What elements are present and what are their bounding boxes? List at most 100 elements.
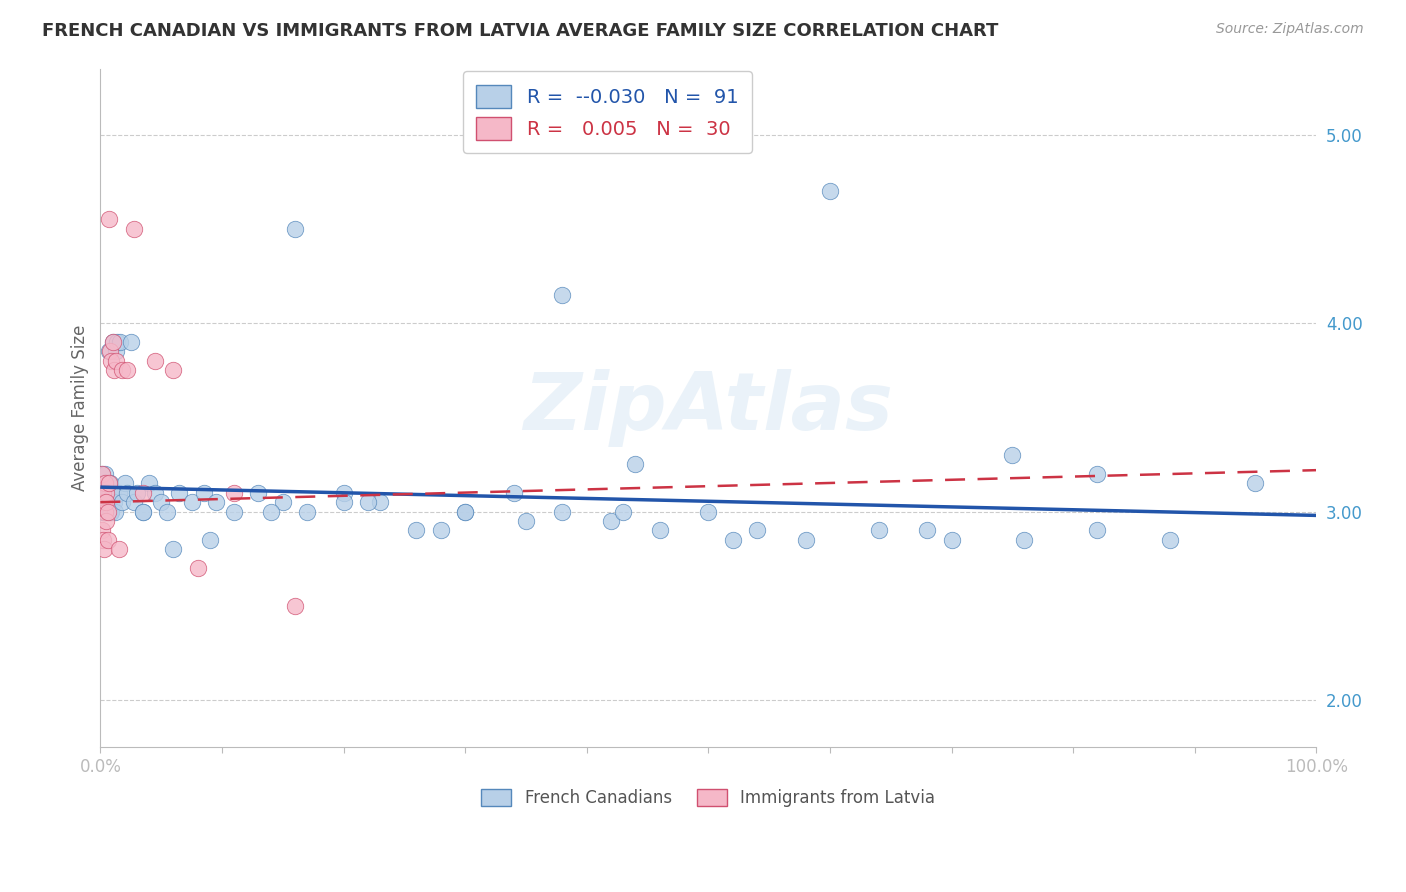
Point [187, 561, 209, 575]
Point [93, 476, 115, 491]
Point [94, 485, 117, 500]
Point [454, 505, 477, 519]
Point [98, 476, 121, 491]
Point [97, 212, 120, 227]
Point [98, 344, 121, 359]
Point [430, 524, 453, 538]
Point [515, 514, 537, 528]
Point [125, 485, 148, 500]
Point [284, 599, 307, 613]
Point [205, 495, 228, 509]
Point [224, 485, 246, 500]
Point [96, 495, 118, 509]
Point [1244, 476, 1267, 491]
Point [156, 505, 179, 519]
Point [107, 485, 129, 500]
Point [259, 505, 281, 519]
Point [94, 467, 117, 481]
Point [332, 485, 354, 500]
Point [150, 495, 173, 509]
Point [97, 344, 120, 359]
Point [105, 334, 128, 349]
Point [193, 485, 215, 500]
Point [721, 533, 744, 547]
Point [271, 495, 294, 509]
Point [697, 505, 720, 519]
Point [745, 524, 768, 538]
Point [332, 495, 354, 509]
Point [132, 485, 155, 500]
Point [1159, 533, 1181, 547]
Point [93, 485, 115, 500]
Point [198, 533, 221, 547]
Point [90, 485, 112, 500]
Text: ZipAtlas: ZipAtlas [523, 369, 893, 447]
Point [1087, 467, 1109, 481]
Point [648, 524, 671, 538]
Point [98, 505, 121, 519]
Point [93, 495, 115, 509]
Point [868, 524, 890, 538]
Point [143, 485, 166, 500]
Point [111, 363, 134, 377]
Point [162, 542, 184, 557]
Point [91, 495, 114, 509]
Point [108, 334, 131, 349]
Point [143, 353, 166, 368]
Point [100, 505, 122, 519]
Point [96, 485, 118, 500]
Point [132, 505, 155, 519]
Point [169, 485, 191, 500]
Legend: French Canadians, Immigrants from Latvia: French Canadians, Immigrants from Latvia [475, 782, 942, 814]
Point [97, 533, 120, 547]
Text: Source: ZipAtlas.com: Source: ZipAtlas.com [1216, 22, 1364, 37]
Point [103, 363, 125, 377]
Point [91, 505, 114, 519]
Point [818, 184, 841, 198]
Point [124, 495, 146, 509]
Point [101, 334, 124, 349]
Point [97, 495, 120, 509]
Point [97, 505, 120, 519]
Point [941, 533, 963, 547]
Point [101, 485, 124, 500]
Point [612, 505, 634, 519]
Point [105, 344, 128, 359]
Point [100, 353, 122, 368]
Point [100, 495, 122, 509]
Point [96, 514, 118, 528]
Point [107, 542, 129, 557]
Point [405, 524, 427, 538]
Point [91, 533, 114, 547]
Point [90, 467, 112, 481]
Y-axis label: Average Family Size: Average Family Size [72, 325, 89, 491]
Point [162, 363, 184, 377]
Point [1001, 448, 1024, 462]
Point [368, 495, 391, 509]
Point [1014, 533, 1036, 547]
Point [97, 485, 120, 500]
Point [97, 476, 120, 491]
Point [295, 505, 318, 519]
Point [94, 495, 117, 509]
Text: FRENCH CANADIAN VS IMMIGRANTS FROM LATVIA AVERAGE FAMILY SIZE CORRELATION CHART: FRENCH CANADIAN VS IMMIGRANTS FROM LATVI… [42, 22, 998, 40]
Point [93, 505, 115, 519]
Point [90, 524, 112, 538]
Point [90, 467, 112, 481]
Point [124, 221, 146, 235]
Point [1087, 524, 1109, 538]
Point [138, 476, 160, 491]
Point [101, 334, 124, 349]
Point [624, 458, 647, 472]
Point [284, 221, 307, 235]
Point [454, 505, 477, 519]
Point [915, 524, 938, 538]
Point [115, 363, 138, 377]
Point [114, 476, 136, 491]
Point [96, 505, 118, 519]
Point [224, 505, 246, 519]
Point [180, 495, 202, 509]
Point [120, 334, 142, 349]
Point [103, 495, 125, 509]
Point [97, 485, 120, 500]
